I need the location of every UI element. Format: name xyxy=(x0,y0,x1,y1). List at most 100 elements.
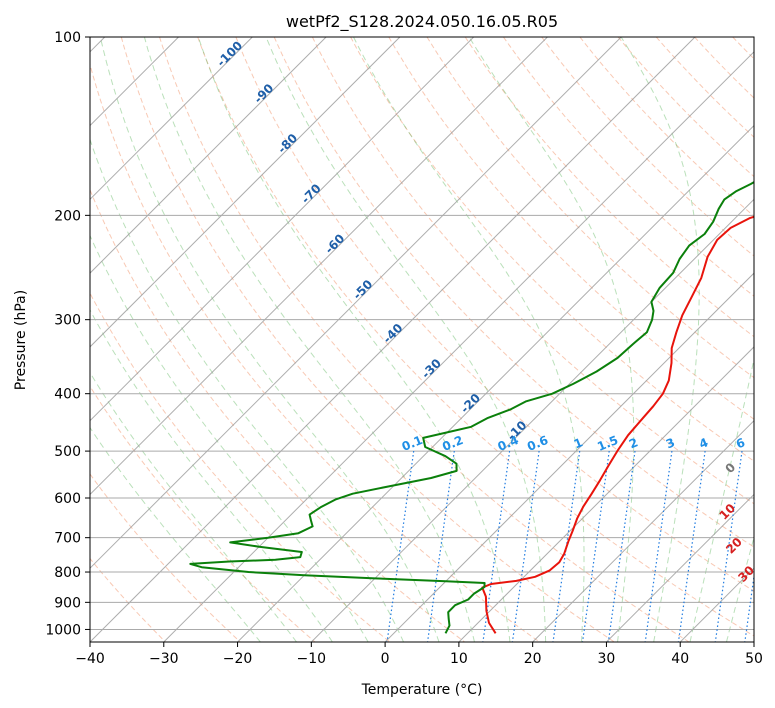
x-axis-label: Temperature (°C) xyxy=(361,682,483,698)
mixing-ratio-line xyxy=(581,451,610,642)
mixing-ratio-line xyxy=(552,451,581,642)
mixing-ratio-line xyxy=(644,451,673,642)
dry-adiabat-line xyxy=(120,37,615,642)
x-tick-label: 0 xyxy=(381,651,390,667)
mixing-ratio-line xyxy=(427,451,455,642)
mixing-ratio-line xyxy=(677,451,706,642)
dry-adiabat-line xyxy=(771,37,775,642)
isotherm-line xyxy=(532,419,754,642)
isotherm-line xyxy=(90,37,401,348)
isotherm-line xyxy=(90,37,696,642)
y-tick-label: 1000 xyxy=(45,622,81,638)
y-tick-label: 800 xyxy=(54,565,81,581)
mixing-ratio-line xyxy=(744,572,754,642)
dry-adiabat-line xyxy=(90,473,241,642)
mixing-ratio-line xyxy=(386,451,415,642)
isotherm-line xyxy=(90,37,327,274)
dry-adiabat-line xyxy=(197,37,754,637)
moist-adiabat-line xyxy=(90,426,261,642)
isotherm-line xyxy=(384,272,754,642)
x-tick-label: −20 xyxy=(223,651,253,667)
mixing-ratio-line xyxy=(607,451,636,642)
x-tick-label: 40 xyxy=(671,651,689,667)
isotherm-line xyxy=(753,641,754,642)
mixing-ratio-label: 1 xyxy=(572,435,585,451)
dry-adiabat-line xyxy=(388,37,754,420)
moist-adiabat-line xyxy=(143,37,475,642)
moist-adiabat-label: 0 xyxy=(723,460,739,476)
isotherm-line xyxy=(90,37,622,569)
y-tick-label: 600 xyxy=(54,491,81,507)
moist-adiabat-label: 10 xyxy=(716,501,738,523)
dry-adiabat-line xyxy=(502,37,754,297)
x-tick-label: −10 xyxy=(297,651,327,667)
isotherm-line xyxy=(606,493,754,642)
dry-adiabat-line xyxy=(90,62,540,642)
y-tick-label: 900 xyxy=(54,595,81,611)
moist-adiabat-line xyxy=(197,37,511,642)
isotherm-line xyxy=(310,198,754,642)
x-tick-label: −40 xyxy=(75,651,105,667)
dry-adiabat-label: -80 xyxy=(275,131,300,156)
chart-title: wetPf2_S128.2024.050.16.05.R05 xyxy=(286,12,558,32)
dry-adiabat-label: -70 xyxy=(299,181,324,206)
moist-adiabat-label: 40 xyxy=(754,589,775,611)
moist-adiabat-line xyxy=(90,137,405,642)
y-tick-label: 200 xyxy=(54,208,81,224)
x-tick-label: 10 xyxy=(450,651,468,667)
dry-adiabat-label: -90 xyxy=(251,81,276,106)
background-lines xyxy=(90,37,775,642)
isotherm-line xyxy=(237,124,754,642)
dry-adiabat-line xyxy=(159,37,690,642)
moist-adiabat-line xyxy=(689,356,754,642)
dry-adiabat-line xyxy=(90,292,391,642)
dry-adiabat-label: -100 xyxy=(214,38,245,69)
moist-adiabat-line xyxy=(265,37,547,642)
dry-adiabat-line xyxy=(90,188,465,642)
y-tick-label: 300 xyxy=(54,313,81,329)
mixing-ratio-line xyxy=(482,451,511,642)
isotherm-line xyxy=(458,346,754,642)
dry-adiabat-label: -60 xyxy=(322,231,347,256)
isotherm-line xyxy=(90,37,475,422)
y-tick-label: 700 xyxy=(54,531,81,547)
moist-adiabat-line xyxy=(353,37,585,642)
dry-adiabat-label: -50 xyxy=(350,277,375,302)
x-tick-label: 50 xyxy=(745,651,763,667)
moist-adiabat-line xyxy=(90,371,297,642)
isotherm-line xyxy=(163,51,754,642)
mixing-ratio-label: 4 xyxy=(697,435,710,451)
y-tick-label: 400 xyxy=(54,387,81,403)
isotherm-line xyxy=(90,37,253,201)
mixing-ratio-line xyxy=(714,451,743,642)
y-tick-label: 500 xyxy=(54,444,81,460)
dry-adiabat-line xyxy=(426,37,754,379)
label-layer: 0.10.20.40.611.52346810131620253036-100-… xyxy=(214,38,775,611)
dry-adiabat-label: -20 xyxy=(458,391,483,416)
mixing-ratio-label: 8 xyxy=(764,435,775,451)
y-axis-label: Pressure (hPa) xyxy=(13,290,29,390)
moist-adiabat-line xyxy=(468,37,635,642)
mixing-ratio-label: 2 xyxy=(627,435,640,451)
moist-adiabat-line xyxy=(726,535,754,642)
dry-adiabat-line xyxy=(311,37,754,505)
x-tick-label: 30 xyxy=(598,651,616,667)
plot-frame xyxy=(89,36,755,643)
moist-adiabat-line xyxy=(99,37,440,642)
moist-adiabat-line xyxy=(90,308,333,642)
x-tick-label: −30 xyxy=(149,651,179,667)
moist-adiabat-line xyxy=(90,234,369,642)
mixing-ratio-line xyxy=(511,451,540,642)
temperature-profile-line xyxy=(481,215,754,634)
dry-adiabat-label: -40 xyxy=(380,321,405,346)
dry-adiabat-line xyxy=(541,37,754,257)
dry-adiabat-line xyxy=(273,37,754,548)
dry-adiabat-label: -30 xyxy=(419,356,444,381)
x-tick-label: 20 xyxy=(524,651,542,667)
dry-adiabat-line xyxy=(235,37,754,592)
mixing-ratio-label: 3 xyxy=(664,435,677,451)
axis-ticks: −40 −30 −20 −10 0 10 20 30 40 5010020030040050060… xyxy=(45,30,763,667)
y-tick-label: 100 xyxy=(54,30,81,46)
dry-adiabat-line xyxy=(617,37,754,178)
